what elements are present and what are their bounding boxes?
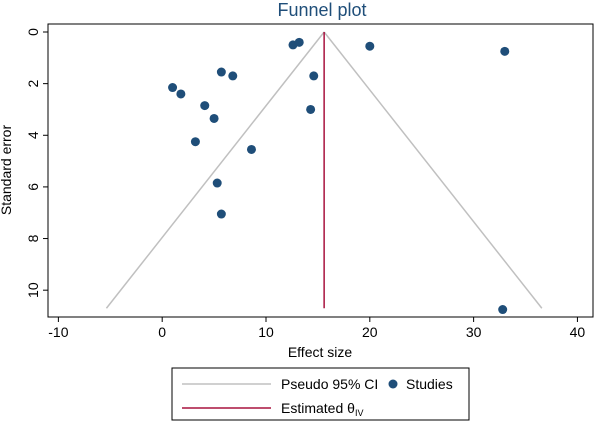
y-axis-label: Standard error (0, 125, 14, 216)
study-point (209, 113, 219, 123)
y-tick-label: 0 (25, 28, 41, 36)
legend: Pseudo 95% CI Studies Estimated θIV (171, 367, 470, 421)
legend-studies-label: Studies (406, 376, 453, 392)
x-tick-label: 10 (258, 324, 274, 340)
study-point (294, 37, 304, 47)
study-point (212, 178, 222, 188)
x-axis-label: Effect size (288, 344, 353, 360)
study-point (228, 71, 238, 81)
x-tick-label: -10 (48, 324, 68, 340)
study-point (365, 41, 375, 51)
y-tick-label: 10 (25, 282, 41, 298)
y-tick-label: 6 (25, 183, 41, 191)
y-tick-label: 8 (25, 234, 41, 242)
study-point (216, 67, 226, 77)
ci-line-left (105, 31, 325, 309)
legend-estimate-label: Estimated θIV (281, 400, 363, 418)
ci-lines-layer (105, 31, 543, 309)
x-tick-label: 30 (466, 324, 482, 340)
legend-studies-marker (388, 379, 398, 389)
plot-area (47, 23, 594, 318)
study-point (190, 137, 200, 147)
study-points-layer (168, 37, 510, 315)
study-point (168, 83, 178, 93)
ci-line-right (323, 31, 543, 309)
study-point (176, 89, 186, 99)
study-point (216, 209, 226, 219)
x-axis: -10 0 10 20 30 40 (48, 317, 585, 340)
legend-estimate-label-main: Estimated θ (281, 400, 355, 416)
y-tick-label: 2 (25, 80, 41, 88)
chart-title: Funnel plot (277, 0, 366, 20)
y-axis: 0 2 4 6 8 10 (25, 28, 48, 298)
study-point (498, 305, 508, 315)
study-point (309, 71, 319, 81)
x-tick-label: 0 (158, 324, 166, 340)
x-tick-label: 40 (570, 324, 586, 340)
x-tick-label: 20 (362, 324, 378, 340)
study-point (200, 101, 210, 111)
legend-box (171, 367, 470, 421)
legend-ci-label: Pseudo 95% CI (281, 376, 378, 392)
legend-estimate-label-sub: IV (355, 408, 364, 418)
study-point (500, 46, 510, 56)
study-point (246, 144, 256, 154)
y-tick-label: 4 (25, 131, 41, 139)
study-point (306, 104, 316, 114)
